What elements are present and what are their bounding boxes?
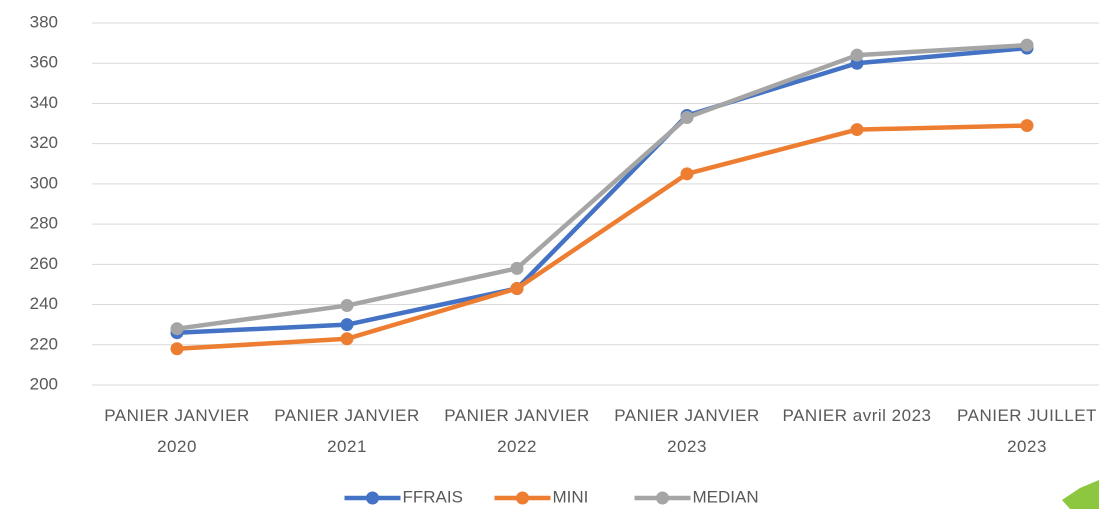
data-point [850,123,864,137]
data-point [340,318,354,332]
data-point [170,342,184,356]
legend-label: MEDIAN [693,487,759,506]
series-line [176,42,1028,331]
data-point [510,261,524,275]
y-tick-label: 260 [30,254,58,273]
legend-marker [656,491,669,505]
legend-label: MINI [553,487,589,506]
x-tick-label: PANIER JUILLET 2023 [957,406,1097,456]
y-tick-label: 360 [30,53,58,72]
data-point [1020,119,1034,133]
y-tick-label: 340 [30,93,58,112]
x-tick-label: PANIER avril 2023 [782,406,932,425]
y-tick-label: 300 [30,173,58,192]
y-tick-label: 380 [30,12,58,31]
data-point [680,167,694,181]
series-line [176,45,1028,335]
x-tick-label: PANIER JANVIER 2021 [274,406,420,456]
y-tick-label: 280 [30,214,58,233]
data-point [340,332,354,346]
legend-marker [516,491,529,505]
x-tick-label: PANIER JANVIER 2020 [104,406,250,456]
data-point [680,111,694,125]
legend-label: FFRAIS [403,487,463,506]
data-point [340,299,354,313]
y-tick-label: 200 [30,374,58,393]
decoration [1062,480,1099,509]
data-point [510,281,524,295]
x-tick-label: PANIER JANVIER 2023 [614,406,760,456]
x-tick-label: PANIER JANVIER 2022 [444,406,590,456]
data-point [850,48,864,62]
series-line [176,123,1028,352]
data-point [170,322,184,336]
y-tick-label: 220 [30,334,58,353]
legend-marker [366,491,379,505]
y-tick-label: 320 [30,133,58,152]
data-point [1020,38,1034,52]
y-tick-label: 240 [30,294,58,313]
